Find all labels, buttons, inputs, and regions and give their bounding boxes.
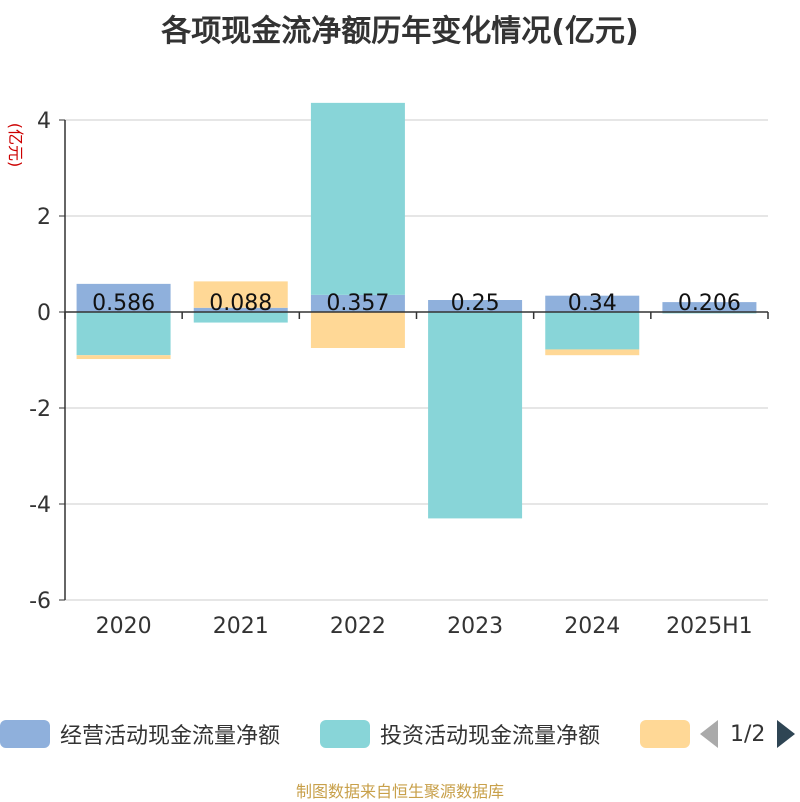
x-tick-label: 2025H1 [666,614,753,639]
y-tick-label: 2 [37,205,51,230]
legend: 经营活动现金流量净额 投资活动现金流量净额 1/2 [0,714,800,754]
legend-label: 经营活动现金流量净额 [60,724,281,749]
chart-title: 各项现金流净额历年变化情况(亿元) [161,14,639,49]
data-label: 0.25 [451,291,500,316]
bar-2022-series-2 [310,312,405,348]
bar-2023-series-1 [428,312,523,519]
y-axis-label: (亿元) [6,123,25,168]
legend-pager: 1/2 [700,714,796,754]
axes: 4 2 0 -2 -4 -6 (亿元) 2020 2021 2022 2023 2024 2025H1 [6,109,769,639]
bar-2021-series-0 [193,307,288,312]
legend-swatch [0,720,50,748]
y-tick-label: -6 [29,589,51,614]
bar-2024-series-2 [545,349,640,356]
y-tick-label: 4 [37,109,51,134]
bar-2022-series-0 [310,294,405,312]
x-tick-label: 2024 [564,614,620,639]
bar-2020-series-2 [76,355,171,360]
bar-2020-series-0 [76,283,171,312]
legend-item-operating[interactable]: 经营活动现金流量净额 [0,714,280,754]
bars [76,102,757,519]
bar-2024-series-0 [545,295,640,312]
bar-2022-series-1 [310,102,405,295]
legend-item-financing[interactable] [640,714,700,754]
chart: 420-2-4-6(亿元)2020 2021 2022 2023 2024 2025H1 … [6,102,769,639]
x-tick-label: 2023 [447,614,503,639]
bar-2020-series-1 [76,312,171,356]
x-tick-label: 2020 [96,614,152,639]
bar-2023-series-0 [428,300,523,312]
legend-label: 投资活动现金流量净额 [380,724,601,749]
x-tick-label: 2022 [330,614,386,639]
bar-2024-series-1 [545,312,640,350]
y-tick-label: -4 [29,493,51,518]
next-page-icon[interactable] [777,720,796,748]
y-tick-label: 0 [37,301,51,326]
data-labels: 0.586 0.088 0.357 0.25 0.34 0.206 [92,291,741,316]
legend-swatch [320,720,370,748]
prev-page-icon[interactable] [700,720,718,748]
data-label: 0.206 [678,291,741,316]
data-label: 0.586 [92,291,155,316]
y-tick-label: -2 [29,397,51,422]
data-label: 0.088 [209,291,272,316]
source-note: 制图数据来自恒生聚源数据库 [295,782,504,801]
bar-2021-series-2 [193,281,288,308]
bar-2021-series-1 [193,312,288,323]
data-label: 0.34 [568,291,617,316]
legend-swatch [640,720,690,748]
data-label: 0.357 [326,291,389,316]
legend-item-investing[interactable]: 投资活动现金流量净额 [320,714,600,754]
x-tick-label: 2021 [213,614,269,639]
legend-page-indicator: 1/2 [730,721,766,747]
bar-2025H1-series-0 [662,302,757,312]
grid-lines [65,119,768,601]
